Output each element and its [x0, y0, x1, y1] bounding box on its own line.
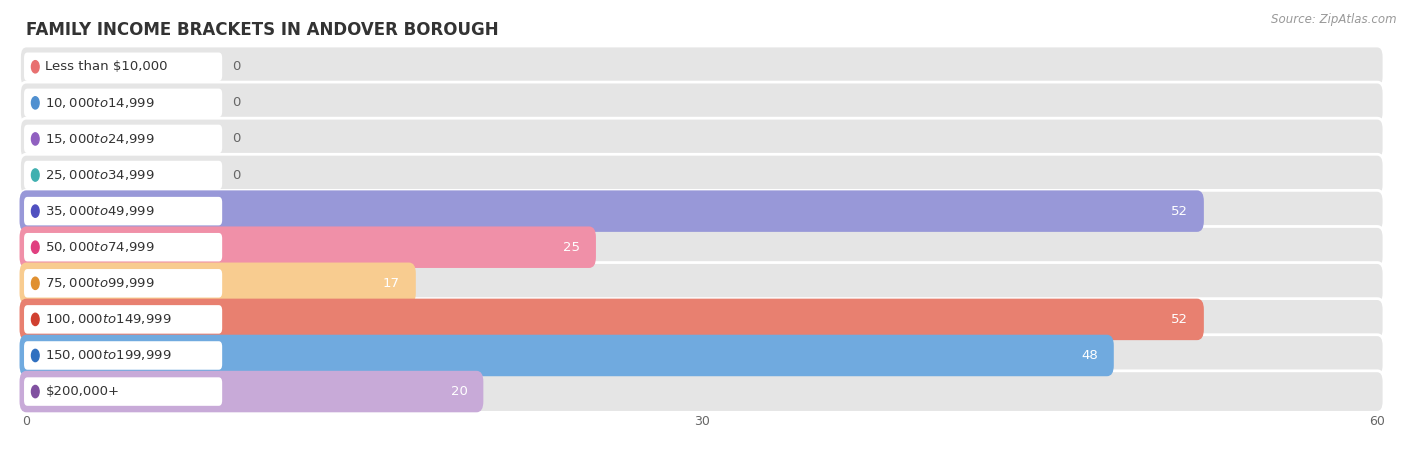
- FancyBboxPatch shape: [20, 190, 1384, 232]
- Text: $15,000 to $24,999: $15,000 to $24,999: [45, 132, 155, 146]
- FancyBboxPatch shape: [24, 341, 222, 370]
- Text: $75,000 to $99,999: $75,000 to $99,999: [45, 276, 155, 291]
- Text: 0: 0: [232, 60, 240, 73]
- FancyBboxPatch shape: [27, 121, 1378, 157]
- FancyBboxPatch shape: [20, 299, 1384, 340]
- FancyBboxPatch shape: [20, 299, 1204, 340]
- FancyBboxPatch shape: [20, 46, 1384, 88]
- Circle shape: [31, 205, 39, 217]
- FancyBboxPatch shape: [27, 193, 1378, 229]
- Text: Less than $10,000: Less than $10,000: [45, 60, 167, 73]
- FancyBboxPatch shape: [20, 154, 1384, 196]
- Circle shape: [31, 169, 39, 181]
- FancyBboxPatch shape: [24, 161, 222, 189]
- FancyBboxPatch shape: [24, 125, 222, 153]
- Circle shape: [31, 61, 39, 73]
- Text: $25,000 to $34,999: $25,000 to $34,999: [45, 168, 155, 182]
- FancyBboxPatch shape: [20, 263, 416, 304]
- Circle shape: [31, 97, 39, 109]
- Text: $50,000 to $74,999: $50,000 to $74,999: [45, 240, 155, 254]
- FancyBboxPatch shape: [24, 269, 222, 298]
- Text: 0: 0: [232, 97, 240, 110]
- FancyBboxPatch shape: [27, 157, 1378, 193]
- FancyBboxPatch shape: [27, 265, 1378, 301]
- Circle shape: [31, 385, 39, 398]
- FancyBboxPatch shape: [20, 371, 484, 412]
- FancyBboxPatch shape: [24, 197, 222, 225]
- FancyBboxPatch shape: [20, 118, 1384, 160]
- FancyBboxPatch shape: [24, 305, 222, 334]
- Circle shape: [31, 277, 39, 290]
- Text: $35,000 to $49,999: $35,000 to $49,999: [45, 204, 155, 218]
- FancyBboxPatch shape: [27, 85, 1378, 121]
- FancyBboxPatch shape: [24, 88, 222, 117]
- Text: FAMILY INCOME BRACKETS IN ANDOVER BOROUGH: FAMILY INCOME BRACKETS IN ANDOVER BOROUG…: [27, 21, 499, 39]
- Circle shape: [31, 241, 39, 253]
- Text: 20: 20: [451, 385, 468, 398]
- Text: $10,000 to $14,999: $10,000 to $14,999: [45, 96, 155, 110]
- Text: 52: 52: [1171, 205, 1188, 218]
- FancyBboxPatch shape: [20, 226, 1384, 268]
- FancyBboxPatch shape: [20, 371, 1384, 412]
- FancyBboxPatch shape: [24, 377, 222, 406]
- FancyBboxPatch shape: [24, 233, 222, 261]
- Text: 17: 17: [382, 277, 401, 290]
- FancyBboxPatch shape: [27, 338, 1378, 374]
- FancyBboxPatch shape: [20, 82, 1384, 123]
- Circle shape: [31, 349, 39, 361]
- Text: $200,000+: $200,000+: [45, 385, 120, 398]
- FancyBboxPatch shape: [20, 335, 1114, 376]
- FancyBboxPatch shape: [20, 226, 596, 268]
- FancyBboxPatch shape: [20, 263, 1384, 304]
- FancyBboxPatch shape: [27, 301, 1378, 338]
- Text: 0: 0: [232, 132, 240, 145]
- FancyBboxPatch shape: [24, 53, 222, 81]
- Text: 52: 52: [1171, 313, 1188, 326]
- Text: $100,000 to $149,999: $100,000 to $149,999: [45, 313, 172, 326]
- FancyBboxPatch shape: [27, 229, 1378, 265]
- Text: 48: 48: [1081, 349, 1098, 362]
- FancyBboxPatch shape: [20, 190, 1204, 232]
- Text: $150,000 to $199,999: $150,000 to $199,999: [45, 348, 172, 362]
- FancyBboxPatch shape: [27, 374, 1378, 409]
- FancyBboxPatch shape: [27, 49, 1378, 85]
- FancyBboxPatch shape: [20, 335, 1384, 376]
- Circle shape: [31, 313, 39, 326]
- Text: 25: 25: [564, 241, 581, 254]
- Circle shape: [31, 133, 39, 145]
- Text: 0: 0: [232, 168, 240, 181]
- Text: Source: ZipAtlas.com: Source: ZipAtlas.com: [1271, 13, 1396, 26]
